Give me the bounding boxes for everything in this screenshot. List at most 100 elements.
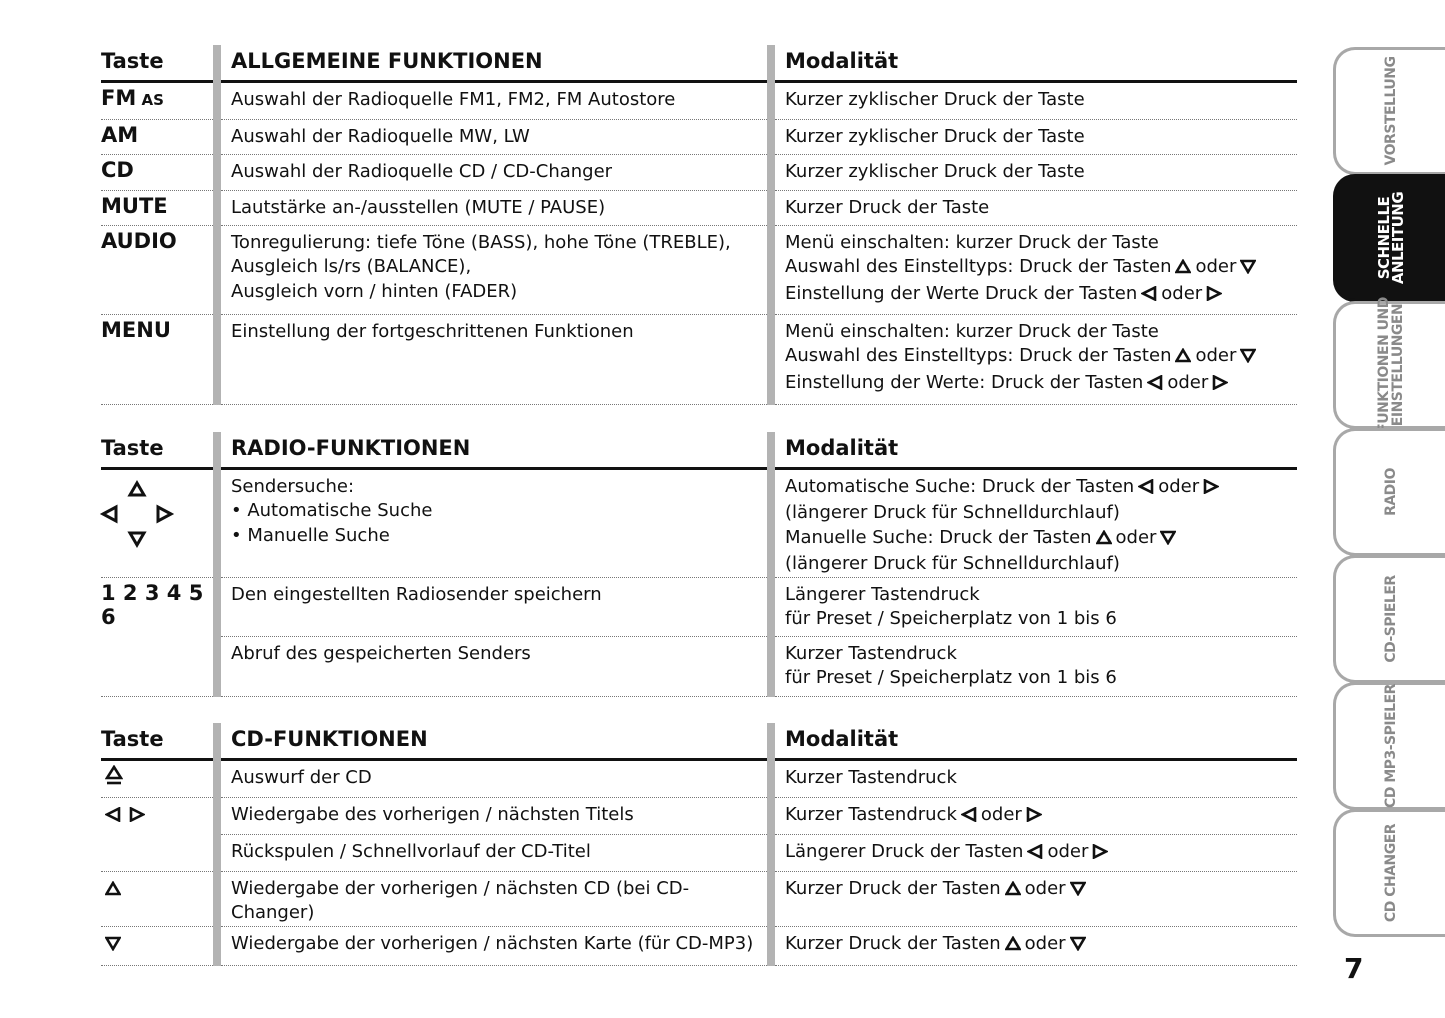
chapter-tab-label: RADIO xyxy=(1382,468,1399,516)
triangle-up-icon xyxy=(1003,879,1022,904)
table-row: FM AS Auswahl der Radioquelle FM1, FM2, F… xyxy=(101,81,1297,120)
text-segment: für Preset / Speicherplatz von 1 bis 6 xyxy=(785,608,1117,629)
text-segment: Kurzer Druck der Tasten xyxy=(785,877,1001,899)
eject-icon xyxy=(104,764,124,791)
text-line: Einstellung der Werte: Druck der Tasten o… xyxy=(785,371,1297,398)
text-segment: Automatische Suche: Druck der Tasten xyxy=(785,475,1135,497)
key-label: FM xyxy=(101,85,137,110)
text-line: Wiedergabe der vorherigen / nächsten Kar… xyxy=(231,932,767,957)
triangle-down-icon xyxy=(1239,346,1258,371)
key-label: AM xyxy=(101,122,139,147)
chapter-tabs: VORSTELLUNG SCHNELLE ANLEITUNG FUNKTIONEN … xyxy=(1333,47,1445,937)
chapter-tab[interactable]: VORSTELLUNG xyxy=(1333,47,1445,175)
text-segment: Menü einschalten: kurzer Druck der Taste xyxy=(785,320,1159,342)
triangle-left-icon xyxy=(104,803,121,828)
text-line: Kurzer Druck der Tasten oder xyxy=(785,932,1297,959)
text-segment: Kurzer Druck der Taste xyxy=(785,196,990,218)
text-segment: Manuelle Suche: Druck der Tasten xyxy=(785,526,1092,548)
key-cell: MUTE xyxy=(101,190,217,226)
chapter-tab-label: SCHNELLE ANLEITUNG xyxy=(1374,191,1407,285)
function-table: Taste RADIO-FUNKTIONEN Modalität Sendersuch… xyxy=(99,432,1297,697)
modality-cell: Menü einschalten: kurzer Druck der Taste… xyxy=(767,225,1297,315)
triangle-right-icon xyxy=(1092,842,1110,867)
function-table: Taste ALLGEMEINE FUNKTIONEN Modalität FM AS… xyxy=(101,45,1297,405)
chapter-tab-label: CD MP3-SPIELER xyxy=(1382,684,1399,808)
function-cell: Auswahl der Radioquelle FM1, FM2, FM Aut… xyxy=(213,81,771,120)
chapter-tab[interactable]: SCHNELLE ANLEITUNG xyxy=(1333,174,1445,302)
text-segment: für Preset / Speicherplatz von 1 bis 6 xyxy=(785,667,1117,688)
text-line: Einstellung der Werte Druck der Tasten od… xyxy=(785,282,1297,309)
column-header-modalitaet: Modalität xyxy=(767,723,1297,761)
triangle-up-icon xyxy=(1094,528,1113,553)
table-row: Wiedergabe der vorherigen / nächsten CD … xyxy=(101,871,1297,927)
text-segment: Einstellung der Werte Druck der Tasten xyxy=(785,282,1138,304)
text-line: Wiedergabe des vorherigen / nächsten Tit… xyxy=(231,803,767,828)
triangle-left-icon xyxy=(1146,373,1163,398)
triangle-down-icon xyxy=(1239,257,1258,282)
text-segment: oder xyxy=(1024,932,1066,954)
text-line: Kurzer zyklischer Druck der Taste xyxy=(785,88,1297,113)
modality-cell: Kurzer Druck der Tasten oder xyxy=(767,926,1297,966)
key-cell xyxy=(101,871,217,927)
text-segment: Auswahl des Einstelltyps: Druck der Tast… xyxy=(785,345,1172,366)
text-segment: oder xyxy=(1167,371,1209,393)
chapter-tab[interactable]: CD MP3-SPIELER xyxy=(1333,682,1445,810)
text-segment: • Automatische Suche xyxy=(231,500,433,521)
triangle-down-icon xyxy=(1068,934,1087,959)
table-row: AM Auswahl der Radioquelle MW, LW Kurzer z… xyxy=(101,119,1297,155)
text-segment: Längerer Tastendruck xyxy=(785,583,980,605)
triangle-up-icon xyxy=(1003,934,1022,959)
key-cell: FM AS xyxy=(101,81,217,120)
table-header: Taste CD-FUNKTIONEN Modalität xyxy=(101,723,1297,761)
triangle-right-icon xyxy=(1206,284,1224,309)
text-segment: oder xyxy=(1047,840,1089,862)
modality-cell: Kurzer Druck der Taste xyxy=(767,190,1297,226)
key-cell: CD xyxy=(101,154,217,191)
modality-cell: Automatische Suche: Druck der Tasten oder… xyxy=(767,468,1297,578)
text-line: Auswahl des Einstelltyps: Druck der Tast… xyxy=(785,255,1297,282)
text-segment: Den eingestellten Radiosender speichern xyxy=(231,583,602,605)
function-cell: Auswahl der Radioquelle MW, LW xyxy=(213,119,771,155)
text-line: Auswahl der Radioquelle CD / CD-Changer xyxy=(231,160,767,185)
text-line: für Preset / Speicherplatz von 1 bis 6 xyxy=(785,666,1297,691)
key-label: MUTE xyxy=(101,193,168,218)
chapter-tab[interactable]: FUNKTIONEN UND EINSTELLUNGEN xyxy=(1333,297,1445,433)
text-segment: Kurzer zyklischer Druck der Taste xyxy=(785,160,1085,182)
text-line: Auswurf der CD xyxy=(231,766,767,791)
text-line: Kurzer Tastendruck oder xyxy=(785,803,1297,830)
text-segment: Menü einschalten: kurzer Druck der Taste xyxy=(785,231,1159,253)
function-cell: Abruf des gespeicherten Senders xyxy=(213,636,771,697)
text-segment: oder xyxy=(1115,526,1157,548)
text-segment: Einstellung der fortgeschrittenen Funkti… xyxy=(231,320,634,342)
text-line: Längerer Tastendruck xyxy=(785,583,1297,608)
chapter-tab[interactable]: CD CHANGER xyxy=(1333,809,1445,937)
text-segment: Kurzer Druck der Tasten xyxy=(785,932,1001,954)
text-line: Auswahl der Radioquelle MW, LW xyxy=(231,125,767,150)
triangle-left-icon xyxy=(959,805,977,830)
function-table: Taste CD-FUNKTIONEN Modalität Auswurf der C… xyxy=(101,723,1297,966)
text-line: Tonregulierung: tiefe Töne (BASS), hohe … xyxy=(231,231,767,256)
text-segment: oder xyxy=(1195,256,1237,277)
table-row: MENU Einstellung der fortgeschrittenen Fu… xyxy=(101,314,1297,405)
triangle-right-icon xyxy=(129,803,146,828)
text-segment: Wiedergabe des vorherigen / nächsten Tit… xyxy=(231,803,634,825)
column-header-taste: Taste xyxy=(101,432,217,470)
key-cell xyxy=(101,797,217,872)
text-line: (längerer Druck für Schnelldurchlauf) xyxy=(785,552,1297,577)
table-row: MUTE Lautstärke an-/ausstellen (MUTE / PA… xyxy=(101,190,1297,226)
text-segment: • Manuelle Suche xyxy=(231,524,390,546)
triangle-down-icon xyxy=(1068,879,1087,904)
column-header-modalitaet: Modalität xyxy=(767,432,1297,470)
text-segment: Tonregulierung: tiefe Töne (BASS), hohe … xyxy=(231,231,731,253)
function-cell: Wiedergabe der vorherigen / nächsten CD … xyxy=(213,871,771,927)
chapter-tab-label: FUNKTIONEN UND EINSTELLUNGEN xyxy=(1375,297,1406,433)
text-segment: oder xyxy=(1158,475,1200,497)
chapter-tab[interactable]: RADIO xyxy=(1333,428,1445,556)
text-segment: Auswahl des Einstelltyps: Druck der Tast… xyxy=(785,256,1172,277)
column-header-taste: Taste xyxy=(101,723,217,761)
text-segment: (längerer Druck für Schnelldurchlauf) xyxy=(785,502,1120,523)
chapter-tab[interactable]: CD-SPIELER xyxy=(1333,555,1445,683)
text-segment: Kurzer zyklischer Druck der Taste xyxy=(785,88,1085,110)
key-cell: AUDIO xyxy=(101,225,217,315)
text-line: Menü einschalten: kurzer Druck der Taste xyxy=(785,231,1297,256)
